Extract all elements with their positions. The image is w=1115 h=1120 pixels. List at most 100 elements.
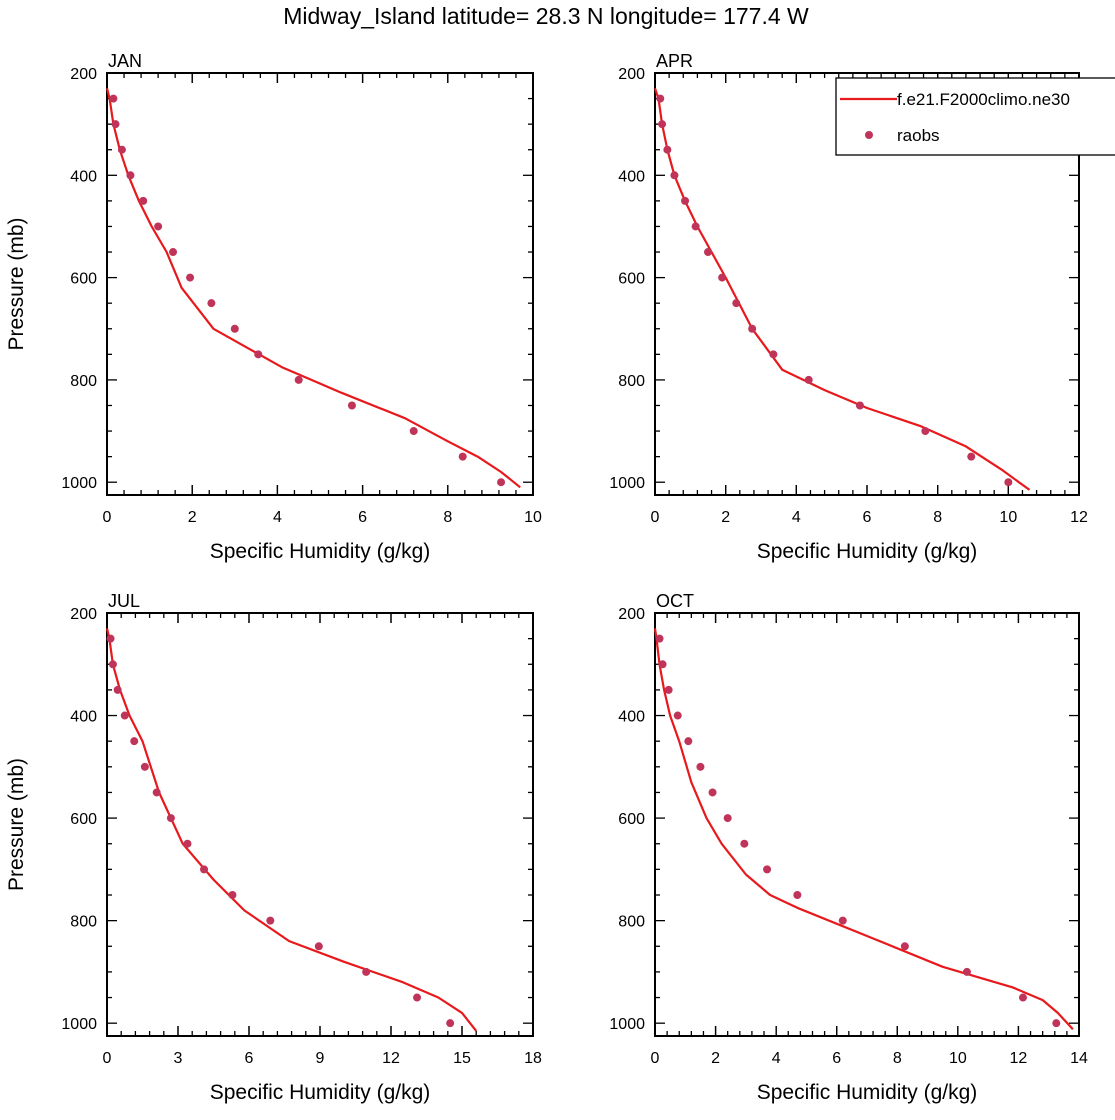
raobs-point <box>684 737 693 746</box>
raobs-point <box>347 401 356 410</box>
y-tick-label: 600 <box>70 811 97 828</box>
x-tick-label: 0 <box>103 509 112 526</box>
raobs-point <box>228 891 237 899</box>
raobs-point <box>169 248 178 257</box>
x-tick-label: 4 <box>792 509 801 526</box>
x-tick-label: 8 <box>933 509 942 526</box>
raobs-point <box>120 711 129 720</box>
y-tick-label: 200 <box>618 66 645 83</box>
y-tick-label: 1000 <box>61 1016 97 1033</box>
raobs-point <box>704 248 712 257</box>
plot-frame <box>654 612 1080 1037</box>
raobs-point <box>838 916 847 925</box>
raobs-point <box>230 324 239 333</box>
y-tick-label: 800 <box>70 914 97 931</box>
x-tick-label: 4 <box>273 509 282 526</box>
panel-oct: 200 400 600 800 1000 0 2 4 6 8 10 12 14 OCT Specific H… <box>609 591 1088 1104</box>
plot-frame <box>106 72 534 496</box>
panel-jul: 200 400 600 800 1000 0 3 6 9 12 15 18 JUL Specific Hu… <box>5 591 542 1104</box>
x-tick-label: 12 <box>1010 1050 1028 1067</box>
y-axis-label: Pressure (mb) <box>5 217 28 350</box>
y-tick-label: 600 <box>618 811 645 828</box>
y-tick-label: 800 <box>618 914 645 931</box>
y-tick-label: 800 <box>70 373 97 390</box>
raobs-point <box>732 299 741 308</box>
raobs-point <box>409 427 418 436</box>
plot-frame <box>654 72 1080 496</box>
raobs-point <box>658 120 667 129</box>
raobs-point <box>763 865 772 874</box>
raobs-point <box>740 839 749 848</box>
raobs-point <box>655 634 664 643</box>
figure-title: Midway_Island latitude= 28.3 N longitude… <box>283 3 809 29</box>
raobs-point <box>769 350 778 359</box>
raobs-point <box>113 685 122 694</box>
raobs-point <box>921 427 930 436</box>
x-axis-label: Specific Humidity (g/kg) <box>210 1081 431 1104</box>
legend-label-raobs: raobs <box>897 126 940 145</box>
raobs-point <box>266 916 275 925</box>
series-line-model <box>105 88 521 489</box>
x-tick-label: 0 <box>651 509 660 526</box>
x-tick-label: 2 <box>711 1050 720 1067</box>
raobs-point <box>663 145 672 154</box>
raobs-point <box>691 222 700 231</box>
y-tick-label: 800 <box>618 373 645 390</box>
x-axis-label: Specific Humidity (g/kg) <box>757 540 978 563</box>
raobs-point <box>154 222 163 231</box>
y-tick-label: 200 <box>618 606 645 623</box>
panel-title: JUL <box>108 591 140 611</box>
raobs-point <box>183 839 192 848</box>
panel-title: APR <box>656 51 693 71</box>
raobs-point <box>314 942 323 951</box>
raobs-point <box>166 814 175 823</box>
x-tick-label: 8 <box>443 509 452 526</box>
y-tick-label: 1000 <box>609 475 645 492</box>
x-tick-label: 12 <box>382 1050 400 1067</box>
y-tick-label: 400 <box>618 168 645 185</box>
y-tick-label: 400 <box>70 709 97 726</box>
raobs-point <box>708 788 717 797</box>
x-tick-label: 12 <box>1070 509 1088 526</box>
y-tick-label: 1000 <box>61 475 97 492</box>
legend-label-model: f.e21.F2000climo.ne30 <box>897 90 1070 109</box>
panel-title: OCT <box>656 591 694 611</box>
y-tick-label: 200 <box>70 66 97 83</box>
legend: f.e21.F2000climo.ne30 raobs <box>835 77 1115 156</box>
x-tick-label: 0 <box>651 1050 660 1067</box>
raobs-point <box>1004 478 1013 487</box>
x-tick-label: 4 <box>772 1050 781 1067</box>
raobs-point <box>109 94 118 103</box>
raobs-point <box>900 942 909 951</box>
x-tick-label: 18 <box>524 1050 542 1067</box>
ticks <box>106 72 534 495</box>
raobs-point <box>962 967 971 976</box>
raobs-point <box>664 685 673 694</box>
panel-jan: 200 400 600 800 1000 0 2 4 6 8 10 JAN Specific Humid… <box>5 51 542 563</box>
raobs-point <box>1052 1019 1061 1028</box>
raobs-point <box>1018 993 1027 1002</box>
x-tick-label: 10 <box>949 1050 967 1067</box>
raobs-point <box>793 891 802 899</box>
raobs-point <box>186 273 195 282</box>
raobs-point <box>458 452 467 461</box>
raobs-point <box>748 324 757 333</box>
raobs-point <box>207 299 216 308</box>
raobs-point <box>804 375 813 384</box>
x-tick-label: 6 <box>863 509 872 526</box>
x-tick-label: 0 <box>103 1050 112 1067</box>
x-tick-label: 3 <box>174 1050 183 1067</box>
raobs-point <box>254 350 263 359</box>
raobs-point <box>140 762 149 771</box>
x-tick-label: 2 <box>721 509 730 526</box>
legend-box <box>835 77 1115 156</box>
raobs-point <box>362 967 371 976</box>
y-tick-label: 1000 <box>609 1016 645 1033</box>
legend-marker-swatch <box>865 131 873 139</box>
raobs-point <box>130 737 139 746</box>
x-axis-label: Specific Humidity (g/kg) <box>210 540 431 563</box>
y-tick-label: 400 <box>70 168 97 185</box>
x-tick-label: 15 <box>453 1050 471 1067</box>
